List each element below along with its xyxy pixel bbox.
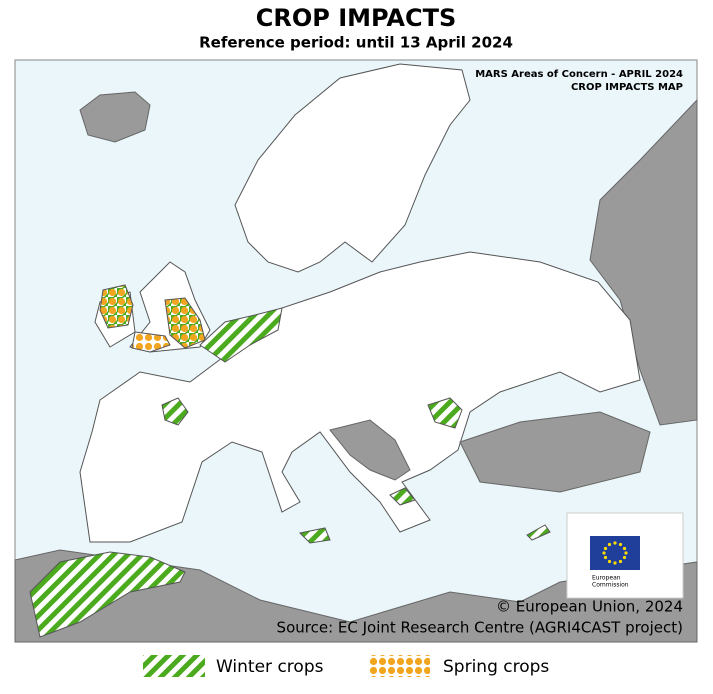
winter-impact-benelux bbox=[199, 307, 283, 363]
spring-impact-wales bbox=[131, 331, 171, 353]
balkans bbox=[329, 419, 411, 481]
russia bbox=[589, 98, 698, 426]
legend-label: Winter crops bbox=[216, 657, 324, 677]
source: Source: EC Joint Research Centre (AGRI4C… bbox=[277, 619, 683, 637]
winter-impact-cyprus bbox=[526, 524, 551, 541]
legend-swatch-winter bbox=[143, 655, 205, 677]
turkey bbox=[459, 411, 651, 493]
map: MARS Areas of Concern - APRIL 2024 CROP … bbox=[14, 59, 698, 643]
eu-flag bbox=[590, 536, 640, 570]
legend-swatch-spring bbox=[368, 655, 430, 677]
winter-impact-sicily bbox=[298, 527, 331, 544]
mainland bbox=[79, 251, 641, 543]
legend: Winter crops Spring crops bbox=[143, 655, 549, 677]
logo-text: European bbox=[592, 575, 621, 582]
winter-impact-france bbox=[161, 397, 189, 426]
winter-impact-maghreb bbox=[29, 551, 186, 638]
scandinavia bbox=[234, 63, 471, 273]
map-heading: CROP IMPACTS MAP bbox=[571, 82, 683, 93]
winter-impact-greece bbox=[389, 487, 416, 506]
spring-impact-ireland bbox=[99, 284, 134, 329]
flag-stars bbox=[602, 541, 628, 565]
winter-impact-romania bbox=[427, 397, 463, 429]
legend-label: Spring crops bbox=[443, 657, 549, 677]
map-heading: MARS Areas of Concern - APRIL 2024 bbox=[475, 69, 683, 80]
iceland bbox=[79, 91, 151, 143]
subtitle: Reference period: until 13 April 2024 bbox=[199, 34, 513, 52]
logo-text: Commission bbox=[592, 582, 629, 589]
eu-logo: European Commission bbox=[566, 512, 684, 599]
copyright: © European Union, 2024 bbox=[496, 598, 683, 616]
title: CROP IMPACTS bbox=[256, 4, 456, 32]
